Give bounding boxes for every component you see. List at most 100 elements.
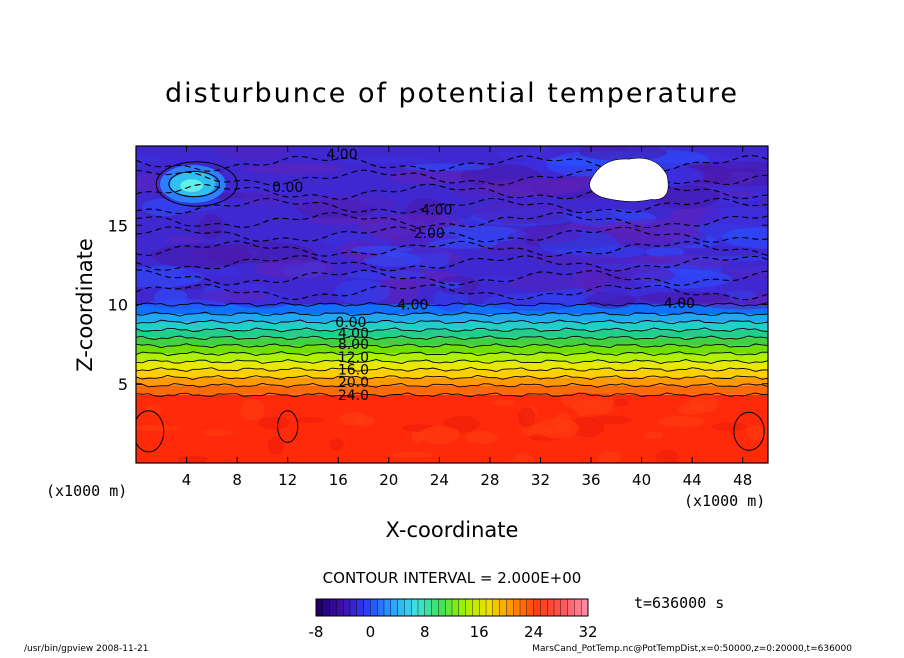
texture-blob (722, 264, 768, 280)
texture-blob (474, 201, 567, 224)
x-tick-label: 48 (733, 471, 752, 489)
colorbar-cell (397, 598, 405, 617)
x-tick-label: 4 (182, 471, 192, 489)
x-tick-label: 12 (278, 471, 297, 489)
contour-line (155, 161, 238, 207)
contour-label: 20.0 (338, 375, 369, 391)
texture-blob (200, 289, 268, 303)
colorbar-cell (438, 598, 446, 617)
x-tick-label: 32 (531, 471, 550, 489)
texture-blob (390, 451, 433, 458)
texture-blob (569, 416, 605, 438)
contour-line (136, 367, 768, 372)
x-tick-label: 24 (430, 471, 449, 489)
contour-label: 24.0 (338, 388, 369, 404)
field-layer-10 (136, 314, 768, 322)
texture-blob (177, 455, 208, 463)
contour-line (136, 335, 768, 341)
x-tick-label: 20 (379, 471, 398, 489)
colorbar-cell (547, 598, 555, 617)
contour-line (136, 327, 768, 333)
texture-blob (165, 236, 205, 244)
texture-blob (141, 265, 185, 271)
contour-line-negative (136, 283, 768, 301)
texture-blob (492, 399, 516, 406)
colorbar-cell (513, 598, 521, 617)
texture-blob (136, 424, 180, 432)
time-label: t=636000 s (634, 594, 724, 612)
texture-blob (657, 416, 705, 428)
contour-label: 16.0 (338, 362, 369, 378)
contour-line-negative (136, 255, 768, 272)
x-tick-label: 36 (581, 471, 600, 489)
texture-blob (150, 243, 252, 269)
texture-blob (483, 293, 581, 311)
x-tick-label: 8 (232, 471, 242, 489)
texture-blob (153, 288, 188, 307)
texture-blob (295, 194, 399, 214)
colorbar-cell (349, 598, 358, 617)
texture-blob (217, 146, 293, 161)
colorbar-cell (315, 598, 324, 617)
colorbar-cell (581, 598, 589, 617)
contour-line (136, 374, 768, 380)
texture-blob (569, 209, 617, 227)
texture-blob (334, 279, 390, 305)
colorbar-cell (567, 598, 575, 617)
texture-blob (655, 449, 679, 463)
colorbar-cell (404, 598, 412, 617)
contour-line (136, 382, 768, 388)
texture-blob (136, 153, 162, 164)
contour-line (136, 359, 768, 364)
contour-line-negative (136, 240, 768, 257)
colorbar-cell (526, 598, 535, 617)
texture-blob (180, 267, 245, 277)
colorbar-cell (479, 598, 487, 617)
colorbar-cell (445, 598, 453, 617)
contour-label: 4.00 (421, 202, 452, 218)
colorbar: -8 0 8 16 24 32 (309, 598, 598, 641)
texture-blob (254, 259, 335, 279)
texture-blob (711, 422, 747, 432)
field-layer-1 (136, 385, 768, 395)
contour-label: 12.0 (338, 350, 369, 366)
texture-blob (700, 206, 768, 229)
texture-blob (342, 158, 439, 164)
plot-area (136, 146, 768, 463)
field-layer-7 (136, 337, 768, 346)
contour-label: 2.00 (414, 226, 445, 242)
texture-blob (267, 436, 285, 455)
texture-blob (578, 265, 676, 286)
texture-blob (497, 150, 540, 159)
colorbar-tick-label: 32 (578, 623, 597, 641)
texture-blob (661, 166, 705, 185)
texture-blob (592, 392, 614, 415)
colorbar-cell (519, 598, 528, 617)
colorbar-cell (336, 598, 344, 617)
warm-pocket-2 (180, 179, 203, 192)
texture-blob (351, 245, 413, 254)
texture-blob (645, 246, 685, 258)
colorbar-cell (411, 598, 419, 617)
texture-blob (714, 189, 756, 198)
contour-line (136, 410, 165, 453)
colorbar-cell (540, 598, 548, 617)
field-layer-2 (136, 377, 768, 386)
texture-blob (295, 417, 325, 424)
texture-blob (678, 403, 705, 415)
texture-blob (578, 146, 668, 162)
contour-line (136, 392, 768, 398)
footer-right: MarsCand_PotTemp.nc@PotTempDist,x=0:5000… (532, 644, 852, 654)
texture-blob (464, 431, 499, 444)
colorbar-cell (472, 598, 480, 617)
contour-interval: CONTOUR INTERVAL = 2.000E+00 (323, 569, 582, 587)
contour-label: 4.00 (397, 298, 428, 314)
contour-line-negative (136, 226, 768, 243)
colorbar-cell (506, 598, 514, 617)
colorbar-cell (465, 598, 473, 617)
x-axis-label: X-coordinate (386, 518, 519, 542)
colorbar-cell (383, 598, 392, 617)
texture-blob (643, 431, 664, 439)
colorbar-cell (377, 598, 385, 617)
